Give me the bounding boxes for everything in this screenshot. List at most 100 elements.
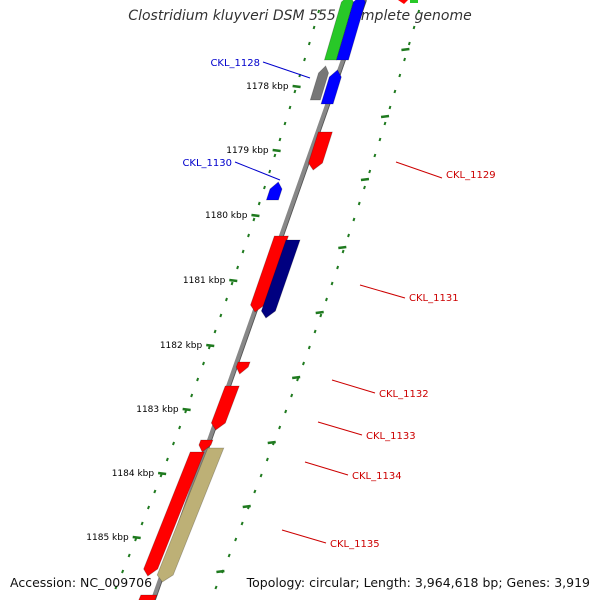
scale-tick-dot [172, 441, 176, 446]
major-tick [157, 471, 167, 476]
scale-label-1181kbp: 1181 kbp [183, 276, 226, 286]
cds-feature-ckl-1131[interactable] [260, 239, 301, 319]
cds-feature-ckl-1128[interactable] [320, 69, 342, 105]
leader-line-ckl-1131 [359, 284, 406, 299]
scale-tick-dot [190, 393, 194, 398]
leader-line-ckl-1133 [317, 421, 363, 436]
cds-feature-ckl-1134[interactable] [198, 439, 214, 453]
scale-tick-dot [127, 553, 131, 558]
scale-tick-dot [284, 409, 288, 414]
scale-tick-dot [236, 265, 240, 270]
accession-text: Accession: NC_009706 [10, 575, 153, 590]
scale-tick-dot [178, 425, 182, 430]
major-tick [315, 310, 324, 315]
scale-tick-dot [257, 201, 261, 206]
scale-tick-dot [312, 25, 316, 30]
gene-label-ckl-1135[interactable]: CKL_1135 [330, 539, 380, 550]
scale-tick-dot [278, 137, 282, 142]
scale-tick-dot [357, 201, 361, 206]
scale-tick-dot [225, 297, 228, 302]
scale-tick-dot [146, 505, 151, 510]
gene-label-ckl-1133[interactable]: CKL_1133 [366, 431, 416, 442]
major-tick [380, 114, 390, 119]
scale-tick-dot [417, 9, 421, 14]
major-tick [401, 47, 410, 52]
leader-line-ckl-1135 [281, 529, 327, 544]
major-tick [272, 148, 281, 153]
scale-tick-dot [288, 105, 292, 110]
scale-tick-dot [393, 89, 397, 94]
scale-label-1185kbp: 1185 kbp [86, 533, 129, 543]
gene-label-ckl-1132[interactable]: CKL_1132 [379, 389, 429, 400]
scale-tick-dot [403, 57, 407, 62]
cds-feature-ckl-1130[interactable] [265, 181, 283, 201]
scale-tick-dot [252, 217, 256, 222]
gene-label-ckl-1130[interactable]: CKL_1130 [182, 158, 232, 169]
leader-line-ckl-1130 [234, 161, 281, 181]
scale-tick-dot [165, 457, 169, 462]
scale-tick-dot [352, 217, 356, 222]
scale-tick-dot [319, 313, 323, 318]
scale-label-1180kbp: 1180 kbp [205, 211, 248, 221]
scale-tick-dot [153, 489, 157, 494]
scale-tick-dot [214, 585, 218, 590]
scale-tick-dot [265, 457, 269, 462]
gene-label-ckl-1129[interactable]: CKL_1129 [446, 170, 496, 181]
scale-tick-dot [378, 137, 382, 142]
cds-feature-pseudo[interactable] [309, 65, 329, 101]
scale-tick-dot [317, 9, 321, 14]
cds-feature-ckl-1132[interactable] [235, 361, 251, 375]
gene-label-ckl-1131[interactable]: CKL_1131 [409, 293, 459, 304]
major-tick [216, 569, 225, 574]
scale-tick-dot [407, 41, 411, 46]
cds-feature-ckl-1133[interactable] [210, 385, 240, 431]
cds-feature-partial[interactable] [398, 0, 408, 4]
major-tick [292, 375, 301, 380]
scale-tick-dot [307, 345, 311, 350]
scale-tick-dot [290, 393, 294, 398]
scale-tick-dot [219, 313, 223, 318]
other-feature[interactable] [156, 447, 225, 583]
major-tick [267, 440, 276, 445]
cds-feature-forward[interactable] [250, 235, 289, 313]
scale-tick-dot [293, 89, 297, 94]
scale-label-1184kbp: 1184 kbp [112, 469, 155, 479]
scale-label-1182kbp: 1182 kbp [160, 341, 203, 351]
scale-tick-dot [368, 169, 372, 174]
scale-tick-dot [363, 185, 366, 190]
scale-tick-dot [307, 41, 311, 46]
scale-tick-dot [253, 489, 257, 494]
cds-feature-ckl-1134-body[interactable] [143, 451, 205, 577]
gene-label-ckl-1134[interactable]: CKL_1134 [352, 471, 402, 482]
rna-feature-partial[interactable] [410, 0, 418, 3]
cds-feature-next[interactable] [138, 594, 158, 600]
scale-tick-dot [240, 521, 244, 526]
leader-line-ckl-1129 [395, 161, 443, 179]
cds-feature-ckl-1129[interactable] [308, 131, 333, 171]
scale-tick-dot [303, 57, 307, 62]
scale-tick-dot [213, 329, 217, 334]
scale-label-1179kbp: 1179 kbp [226, 146, 269, 156]
major-tick [206, 343, 215, 348]
scale-tick-dot [412, 25, 416, 30]
gene-label-ckl-1128[interactable]: CKL_1128 [210, 58, 260, 69]
scale-tick-dot [347, 233, 351, 238]
scale-tick-dot [388, 105, 392, 110]
leader-line-ckl-1134 [304, 461, 349, 476]
genome-summary-text: Topology: circular; Length: 3,964,618 bp… [246, 575, 590, 590]
scale-tick-dot [302, 361, 305, 366]
scale-tick-dot [268, 169, 272, 174]
scale-tick-dot [241, 249, 245, 254]
leader-line-ckl-1128 [262, 61, 311, 79]
major-tick [292, 84, 301, 89]
major-tick [182, 407, 191, 412]
scale-tick-dot [234, 537, 238, 542]
major-tick [132, 535, 141, 540]
scale-tick-dot [140, 521, 144, 526]
cds-feature-reverse[interactable] [335, 0, 366, 61]
scale-label-1183kbp: 1183 kbp [136, 405, 179, 415]
map-title: Clostridium kluyveri DSM 555, complete g… [128, 8, 472, 24]
scale-tick-dot [202, 361, 205, 366]
